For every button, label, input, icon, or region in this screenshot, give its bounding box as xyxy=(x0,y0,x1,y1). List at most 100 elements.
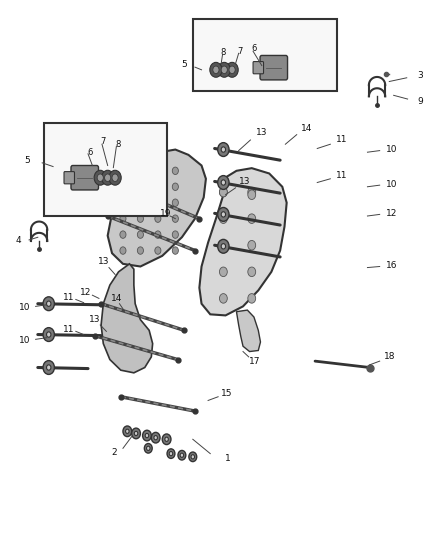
Circle shape xyxy=(46,301,51,306)
Circle shape xyxy=(210,62,222,77)
Circle shape xyxy=(151,432,160,443)
Circle shape xyxy=(219,240,227,250)
Circle shape xyxy=(167,449,175,458)
FancyBboxPatch shape xyxy=(260,55,288,80)
Polygon shape xyxy=(199,168,287,316)
Circle shape xyxy=(43,297,54,311)
Circle shape xyxy=(97,174,103,181)
Text: 7: 7 xyxy=(237,47,243,55)
Text: 12: 12 xyxy=(386,209,397,218)
Circle shape xyxy=(248,294,256,303)
Circle shape xyxy=(94,170,106,185)
Text: 6: 6 xyxy=(88,148,93,157)
Text: 10: 10 xyxy=(19,336,31,345)
Bar xyxy=(44,123,166,216)
Circle shape xyxy=(172,231,178,238)
Text: 13: 13 xyxy=(89,315,100,324)
Text: 13: 13 xyxy=(256,128,268,137)
Circle shape xyxy=(159,159,165,166)
Text: 7: 7 xyxy=(101,137,106,146)
Circle shape xyxy=(155,199,161,206)
Circle shape xyxy=(248,240,256,250)
Text: 1: 1 xyxy=(225,455,231,463)
Text: 10: 10 xyxy=(386,145,397,154)
Circle shape xyxy=(120,183,126,190)
Circle shape xyxy=(138,199,144,206)
Circle shape xyxy=(46,332,51,337)
Circle shape xyxy=(155,183,161,190)
Circle shape xyxy=(191,455,194,459)
Circle shape xyxy=(248,187,256,197)
FancyBboxPatch shape xyxy=(253,62,264,74)
Circle shape xyxy=(138,183,144,190)
Circle shape xyxy=(221,244,226,249)
Bar xyxy=(193,19,337,91)
Circle shape xyxy=(120,215,126,222)
Circle shape xyxy=(145,443,152,453)
Circle shape xyxy=(248,214,256,223)
FancyBboxPatch shape xyxy=(64,172,74,184)
Circle shape xyxy=(112,174,118,181)
Circle shape xyxy=(102,170,114,185)
Text: 15: 15 xyxy=(221,389,233,398)
Circle shape xyxy=(162,434,171,445)
Circle shape xyxy=(154,435,157,440)
Circle shape xyxy=(134,431,138,435)
Circle shape xyxy=(155,231,161,238)
Text: 13: 13 xyxy=(98,257,109,265)
Circle shape xyxy=(178,450,186,460)
Circle shape xyxy=(132,428,141,439)
Circle shape xyxy=(127,172,133,180)
Text: 3: 3 xyxy=(417,70,423,79)
Circle shape xyxy=(155,247,161,254)
Circle shape xyxy=(229,66,235,74)
Text: 12: 12 xyxy=(80,287,92,296)
Text: 14: 14 xyxy=(111,294,122,303)
Text: 13: 13 xyxy=(240,177,251,186)
Circle shape xyxy=(155,215,161,222)
Circle shape xyxy=(105,174,111,181)
Text: 4: 4 xyxy=(15,237,21,246)
Circle shape xyxy=(165,437,168,441)
Circle shape xyxy=(138,215,144,222)
Circle shape xyxy=(213,66,219,74)
Circle shape xyxy=(180,453,184,457)
Circle shape xyxy=(221,147,226,152)
Polygon shape xyxy=(237,310,261,352)
Text: 19: 19 xyxy=(160,209,172,218)
Text: 10: 10 xyxy=(19,303,31,312)
Text: 6: 6 xyxy=(251,44,257,53)
Text: 9: 9 xyxy=(417,97,423,106)
Circle shape xyxy=(126,429,129,433)
Circle shape xyxy=(221,66,227,74)
Text: 11: 11 xyxy=(63,325,74,334)
Polygon shape xyxy=(101,264,152,373)
Text: 16: 16 xyxy=(386,261,397,270)
Polygon shape xyxy=(108,150,206,266)
Circle shape xyxy=(219,294,227,303)
Circle shape xyxy=(218,62,230,77)
Circle shape xyxy=(43,361,54,374)
Circle shape xyxy=(120,199,126,206)
Text: 11: 11 xyxy=(63,293,74,302)
Text: 5: 5 xyxy=(181,60,187,69)
Text: 14: 14 xyxy=(300,124,312,133)
Circle shape xyxy=(169,451,173,456)
Circle shape xyxy=(219,187,227,197)
Text: 10: 10 xyxy=(386,180,397,189)
Circle shape xyxy=(172,199,178,206)
Circle shape xyxy=(46,365,51,370)
Circle shape xyxy=(172,247,178,254)
Circle shape xyxy=(138,167,144,174)
Circle shape xyxy=(138,231,144,238)
Text: 5: 5 xyxy=(24,156,30,165)
Text: 18: 18 xyxy=(385,352,396,361)
Circle shape xyxy=(172,167,178,174)
Text: 11: 11 xyxy=(336,135,347,144)
Text: 8: 8 xyxy=(115,140,120,149)
Circle shape xyxy=(221,212,226,217)
Circle shape xyxy=(109,170,121,185)
Circle shape xyxy=(189,452,197,462)
Text: 11: 11 xyxy=(336,171,347,180)
Circle shape xyxy=(172,215,178,222)
